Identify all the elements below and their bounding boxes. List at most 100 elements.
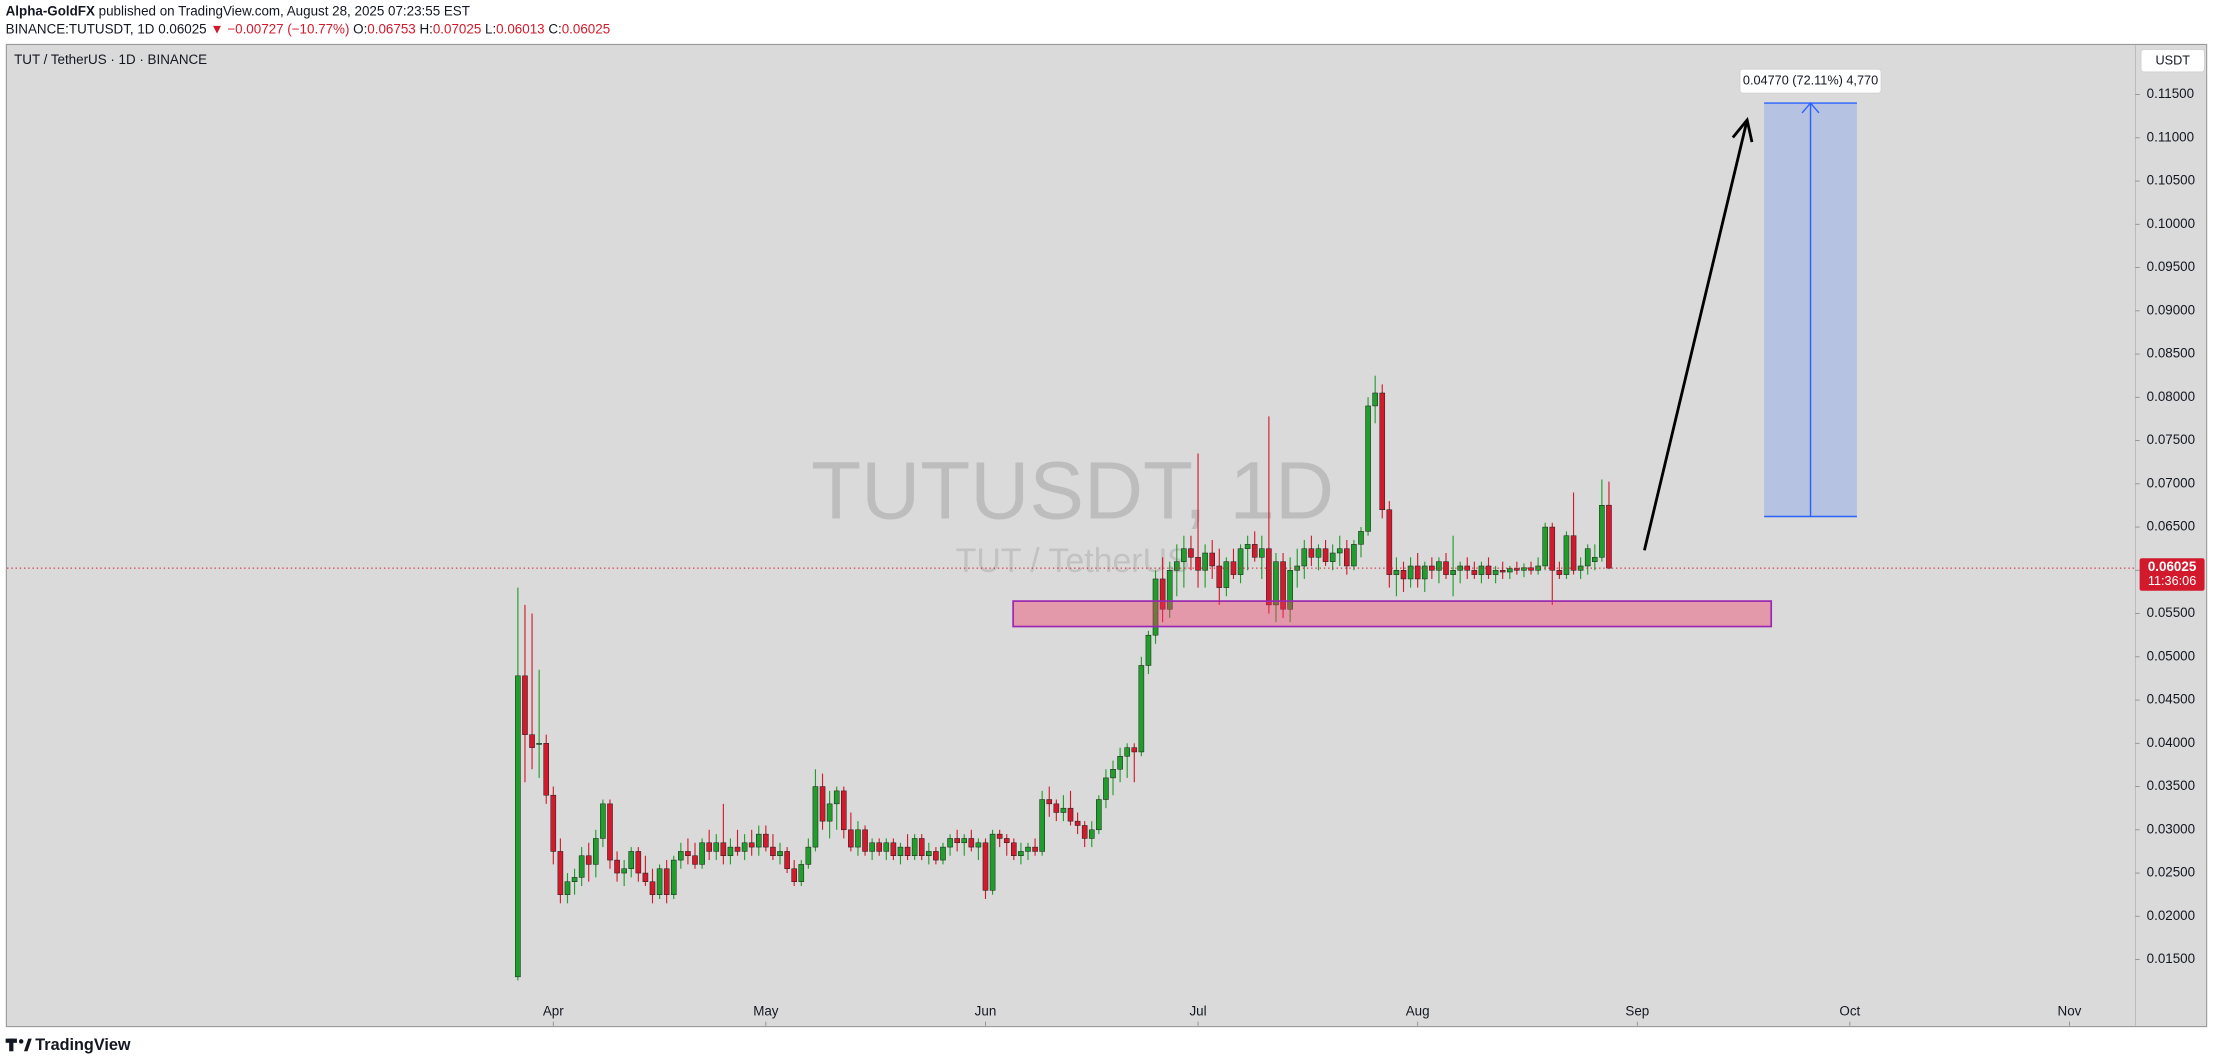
candle-body [678, 851, 684, 861]
y-tick-label: 0.01500 [2147, 951, 2195, 966]
candle-body [869, 842, 875, 852]
candle-body [635, 851, 642, 874]
y-tick-label: 0.11000 [2147, 129, 2194, 144]
candle-body [1039, 799, 1045, 852]
candle-body [1138, 665, 1145, 753]
support-zone [1012, 600, 1773, 628]
candle-body [529, 734, 535, 748]
candle-body [904, 846, 911, 856]
y-tick-label: 0.08500 [2147, 346, 2195, 361]
y-tick-label: 0.10000 [2147, 216, 2195, 231]
candle-body [1223, 561, 1230, 588]
candle-body [571, 877, 578, 882]
candle-body [706, 842, 712, 852]
candle-body [989, 833, 996, 891]
candle-body [763, 833, 769, 848]
candle-body [826, 803, 833, 822]
candle-body [1266, 548, 1272, 606]
candle-body [614, 859, 620, 874]
x-tick-label: Nov [2058, 1003, 2082, 1018]
candle-body [1329, 552, 1336, 562]
y-tick-label: 0.09000 [2147, 302, 2195, 317]
candle-body [1344, 548, 1350, 567]
candle-body [1025, 846, 1031, 852]
price: 0.06025 [158, 21, 206, 36]
candle-body [1315, 548, 1322, 558]
candle-body [670, 859, 677, 895]
candle-body [727, 846, 734, 856]
forecast-arrow [1643, 119, 1749, 551]
symbol-line: BINANCE:TUTUSDT, 1D 0.06025 ▼ −0.00727 (… [6, 21, 610, 36]
y-tick-label: 0.05500 [2147, 605, 2195, 620]
candle-body [1485, 565, 1492, 575]
candle-body [585, 855, 592, 865]
projection-arrow-head [1801, 101, 1820, 114]
candle-body [954, 838, 960, 844]
symbol: BINANCE:TUTUSDT, 1D [6, 21, 155, 36]
candle-body [741, 842, 748, 852]
candle-body [1096, 799, 1102, 831]
candle-body [564, 881, 571, 895]
candle-body [1110, 769, 1116, 779]
candle-body [1181, 548, 1187, 562]
candle-body [1188, 548, 1194, 558]
candle-body [1273, 561, 1279, 606]
candle-body [855, 829, 861, 848]
ohlc-value: 0.06025 [562, 21, 610, 36]
candle-body [1003, 838, 1010, 844]
forecast-arrow-head [1731, 116, 1754, 143]
logo-part [18, 1039, 24, 1044]
ohlc-value: 0.06753 [367, 21, 415, 36]
candle-body [699, 842, 705, 865]
candle-body [1018, 851, 1024, 856]
candle-body [982, 842, 989, 891]
candle-body [1549, 526, 1556, 571]
candle-body [1060, 807, 1067, 813]
candle-body [557, 851, 564, 895]
candle-body [649, 881, 656, 895]
ohlc-value: 0.07025 [433, 21, 481, 36]
logo-part [23, 1038, 32, 1052]
countdown: 11:36:06 [2148, 574, 2196, 588]
candle-body [791, 868, 797, 882]
candle-body [1400, 570, 1407, 580]
candle-body [1216, 565, 1223, 588]
candle-body [1322, 548, 1329, 562]
candle-body [1570, 535, 1577, 571]
candle-body [543, 743, 550, 796]
x-tick-label: Oct [1839, 1003, 1860, 1018]
candle-body [1336, 548, 1343, 554]
candle-body [1053, 803, 1060, 813]
candle-body [1011, 842, 1017, 856]
candle-body [1117, 756, 1123, 770]
candle-body [1492, 570, 1499, 575]
candle-body [933, 851, 939, 861]
candle-body [833, 790, 840, 805]
candle-body [1542, 526, 1548, 567]
candle-body [1563, 535, 1570, 575]
candle-body [770, 846, 776, 856]
candle-body [1499, 570, 1506, 573]
candle-body [819, 786, 826, 822]
candle-body [656, 868, 663, 895]
y-tick-label: 0.07000 [2147, 475, 2195, 490]
candle-body [536, 743, 542, 745]
currency-box[interactable] [2140, 48, 2205, 73]
candle-body [1471, 570, 1478, 575]
candle-body [918, 838, 925, 856]
chart-title: TUT / TetherUS · 1D · BINANCE [14, 52, 207, 67]
candle-body [1259, 548, 1265, 558]
candle-body [692, 855, 698, 865]
candle-body [1351, 544, 1357, 567]
candle-body [1584, 548, 1591, 567]
y-tick-label: 0.10500 [2147, 173, 2195, 188]
candle-body [1599, 505, 1605, 558]
x-tick-label: May [753, 1003, 779, 1018]
candle-body [1159, 578, 1166, 610]
candle-body [961, 838, 968, 844]
candle-body [890, 842, 897, 856]
watermark: TUTUSDT, 1D [811, 445, 1334, 536]
author: Alpha-GoldFX [6, 3, 95, 18]
y-tick-label: 0.09500 [2147, 259, 2195, 274]
candle-body [1046, 799, 1053, 805]
